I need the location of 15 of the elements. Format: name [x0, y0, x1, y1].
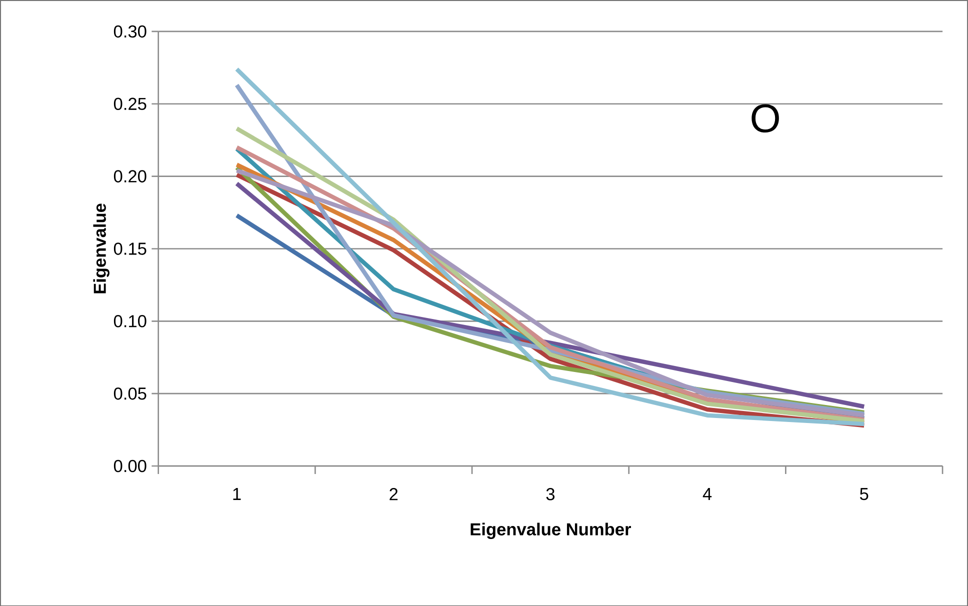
- x-tick-label: 2: [390, 488, 398, 500]
- x-tick-label: 1: [233, 488, 241, 500]
- y-tick-label: 0.15: [114, 242, 146, 255]
- y-tick-label: 0.20: [114, 170, 146, 182]
- y-axis-title: Eigenvalue: [93, 203, 110, 294]
- y-tick-label: 0.10: [114, 314, 146, 328]
- y-tick-label: 0.25: [114, 98, 146, 110]
- x-tick-label: 3: [546, 488, 554, 500]
- y-tick-label: 0.00: [114, 460, 146, 472]
- x-tick-label: 4: [702, 488, 712, 500]
- y-tick-label: 0.05: [114, 387, 146, 400]
- annotation: O: [752, 104, 779, 132]
- x-tick-label: 5: [860, 488, 868, 500]
- x-axis-title: Eigenvalue Number: [470, 522, 631, 539]
- y-tick-label: 0.30: [114, 25, 146, 38]
